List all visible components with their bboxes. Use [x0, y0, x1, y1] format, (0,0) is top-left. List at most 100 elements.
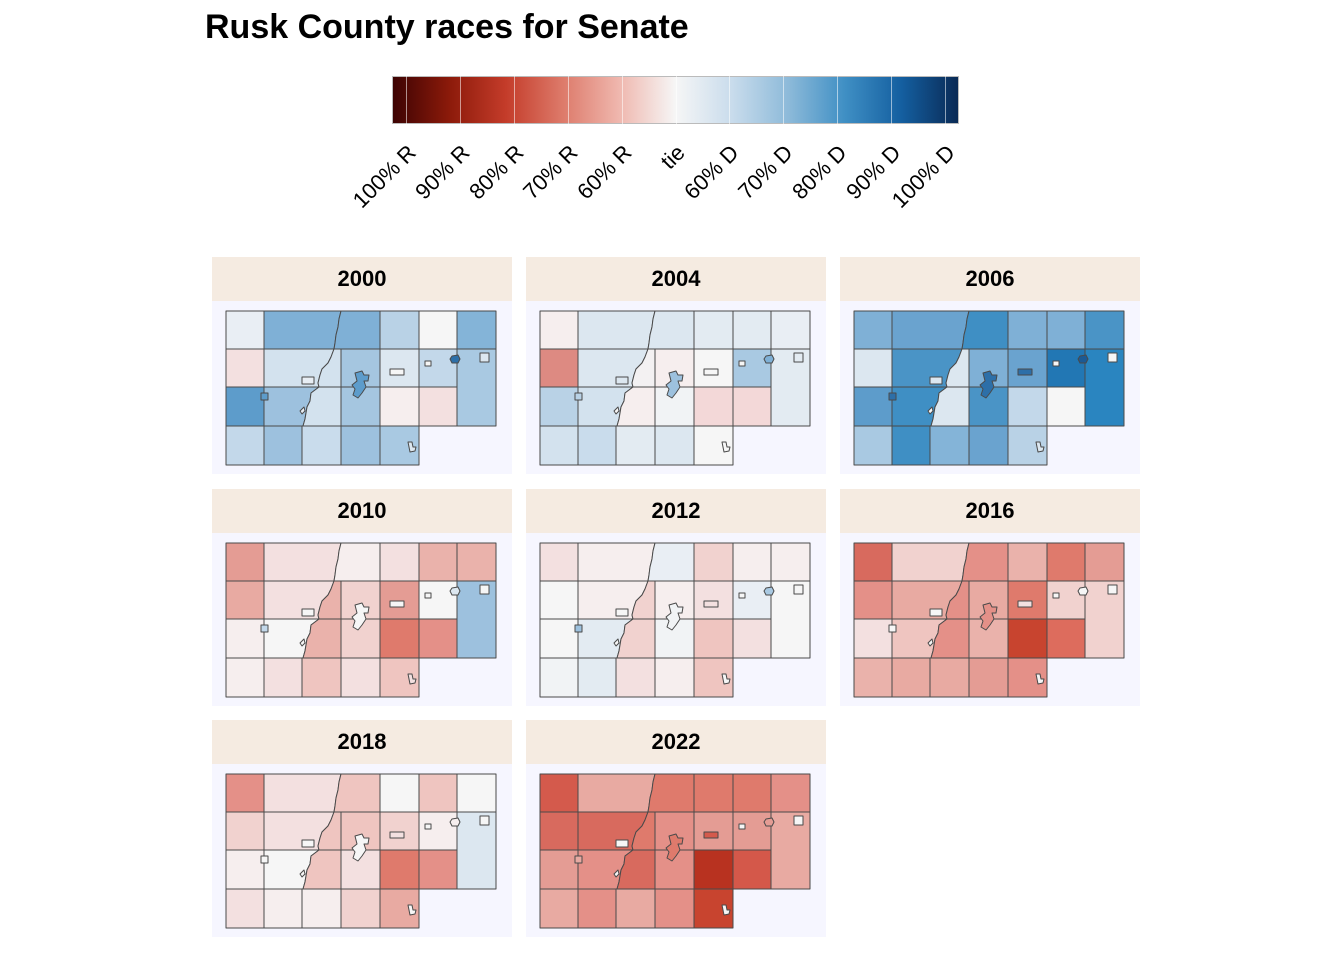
township-shape[interactable]: [655, 426, 694, 465]
municipality-shape[interactable]: [575, 856, 582, 863]
township-shape[interactable]: [341, 658, 380, 697]
township-shape[interactable]: [264, 658, 302, 697]
township-shape[interactable]: [457, 581, 496, 658]
municipality-shape[interactable]: [390, 601, 404, 607]
township-shape[interactable]: [341, 889, 380, 928]
township-shape[interactable]: [540, 349, 578, 387]
township-shape[interactable]: [419, 387, 457, 426]
township-shape[interactable]: [334, 543, 380, 581]
municipality-shape[interactable]: [575, 625, 582, 632]
municipality-shape[interactable]: [889, 625, 896, 632]
township-shape[interactable]: [892, 311, 969, 349]
township-shape[interactable]: [854, 619, 892, 658]
township-shape[interactable]: [226, 850, 264, 889]
township-shape[interactable]: [1085, 349, 1124, 426]
township-shape[interactable]: [380, 349, 419, 387]
township-shape[interactable]: [1047, 311, 1085, 349]
township-shape[interactable]: [578, 543, 655, 581]
township-shape[interactable]: [1047, 619, 1085, 658]
township-shape[interactable]: [733, 619, 771, 658]
municipality-shape[interactable]: [261, 625, 268, 632]
township-shape[interactable]: [1047, 387, 1085, 426]
township-shape[interactable]: [854, 311, 892, 349]
municipality-shape[interactable]: [930, 377, 942, 384]
township-shape[interactable]: [302, 658, 341, 697]
township-shape[interactable]: [694, 387, 733, 426]
township-shape[interactable]: [419, 349, 457, 387]
municipality-shape[interactable]: [764, 818, 774, 826]
municipality-shape[interactable]: [302, 377, 314, 384]
township-shape[interactable]: [854, 581, 892, 619]
municipality-shape[interactable]: [1078, 355, 1088, 363]
township-shape[interactable]: [226, 774, 264, 812]
township-shape[interactable]: [1008, 543, 1047, 581]
township-shape[interactable]: [1047, 543, 1085, 581]
township-shape[interactable]: [733, 387, 771, 426]
municipality-shape[interactable]: [302, 840, 314, 847]
township-shape[interactable]: [419, 619, 457, 658]
township-shape[interactable]: [733, 543, 771, 581]
township-shape[interactable]: [540, 812, 578, 850]
township-shape[interactable]: [578, 658, 616, 697]
township-shape[interactable]: [854, 387, 892, 426]
township-shape[interactable]: [578, 426, 616, 465]
township-shape[interactable]: [578, 311, 655, 349]
township-shape[interactable]: [733, 311, 771, 349]
municipality-shape[interactable]: [616, 840, 628, 847]
township-shape[interactable]: [854, 349, 892, 387]
township-shape[interactable]: [694, 619, 733, 658]
township-shape[interactable]: [226, 543, 264, 581]
municipality-shape[interactable]: [261, 393, 268, 400]
municipality-shape[interactable]: [450, 587, 460, 595]
township-shape[interactable]: [930, 658, 969, 697]
township-shape[interactable]: [771, 581, 810, 658]
municipality-shape[interactable]: [575, 393, 582, 400]
municipality-shape[interactable]: [1018, 601, 1032, 607]
township-shape[interactable]: [1008, 349, 1047, 387]
municipality-shape[interactable]: [1053, 361, 1059, 366]
township-shape[interactable]: [457, 311, 496, 349]
municipality-shape[interactable]: [1108, 353, 1117, 362]
township-shape[interactable]: [226, 349, 264, 387]
municipality-shape[interactable]: [739, 824, 745, 829]
township-shape[interactable]: [419, 311, 457, 349]
township-shape[interactable]: [930, 426, 969, 465]
township-shape[interactable]: [380, 311, 419, 349]
township-shape[interactable]: [969, 658, 1008, 697]
municipality-shape[interactable]: [1018, 369, 1032, 375]
township-shape[interactable]: [962, 311, 1008, 349]
municipality-shape[interactable]: [764, 587, 774, 595]
municipality-shape[interactable]: [390, 832, 404, 838]
township-shape[interactable]: [655, 658, 694, 697]
township-shape[interactable]: [854, 426, 892, 465]
municipality-shape[interactable]: [794, 353, 803, 362]
township-shape[interactable]: [419, 812, 457, 850]
township-shape[interactable]: [226, 387, 264, 426]
township-shape[interactable]: [655, 889, 694, 928]
township-shape[interactable]: [226, 426, 264, 465]
township-shape[interactable]: [457, 349, 496, 426]
township-shape[interactable]: [694, 850, 733, 889]
township-shape[interactable]: [694, 543, 733, 581]
township-shape[interactable]: [733, 812, 771, 850]
township-shape[interactable]: [380, 812, 419, 850]
municipality-shape[interactable]: [390, 369, 404, 375]
township-shape[interactable]: [341, 426, 380, 465]
township-shape[interactable]: [694, 581, 733, 619]
municipality-shape[interactable]: [480, 585, 489, 594]
township-shape[interactable]: [694, 349, 733, 387]
municipality-shape[interactable]: [704, 601, 718, 607]
township-shape[interactable]: [540, 387, 578, 426]
municipality-shape[interactable]: [930, 609, 942, 616]
township-shape[interactable]: [226, 889, 264, 928]
municipality-shape[interactable]: [450, 818, 460, 826]
municipality-shape[interactable]: [616, 377, 628, 384]
township-shape[interactable]: [264, 543, 341, 581]
township-shape[interactable]: [540, 774, 578, 812]
township-shape[interactable]: [264, 311, 341, 349]
township-shape[interactable]: [648, 543, 694, 581]
municipality-shape[interactable]: [1053, 593, 1059, 598]
municipality-shape[interactable]: [425, 361, 431, 366]
township-shape[interactable]: [419, 850, 457, 889]
township-shape[interactable]: [380, 387, 419, 426]
